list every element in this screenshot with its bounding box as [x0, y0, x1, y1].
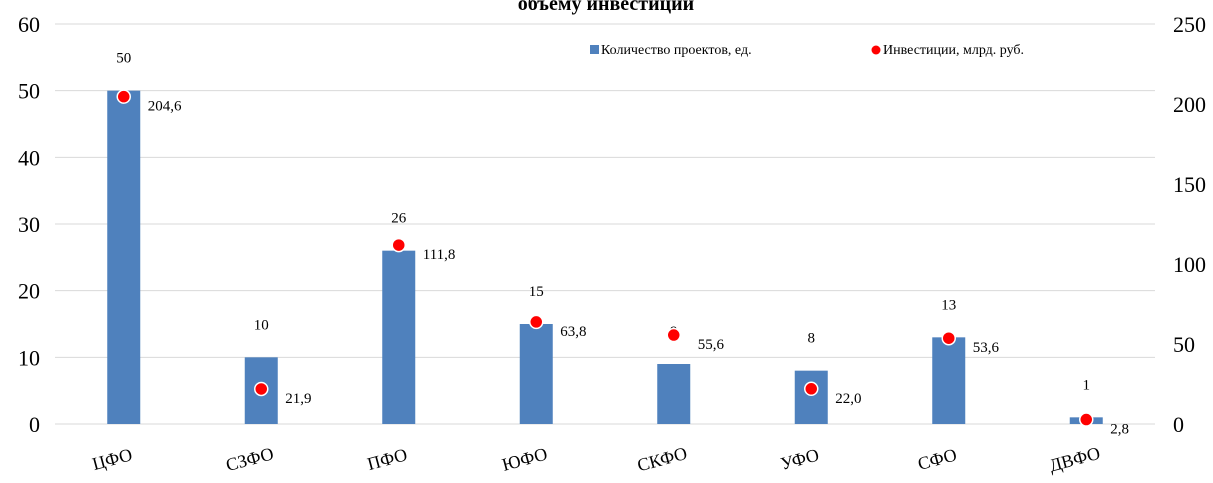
legend: Количество проектов, ед. Инвестиции, млр…	[590, 43, 1024, 58]
bar-value-label: 1	[1083, 377, 1091, 393]
category-label: СФО	[916, 444, 959, 474]
point	[1079, 412, 1094, 427]
left-tick-label: 30	[18, 212, 40, 237]
right-tick-label: 150	[1173, 172, 1206, 197]
left-tick-label: 60	[18, 12, 40, 37]
point	[666, 327, 681, 343]
bar-value-label: 8	[808, 331, 816, 347]
bars: 5010261598131	[107, 51, 1103, 425]
point	[391, 237, 406, 253]
category-label: УФО	[778, 445, 821, 474]
category-labels: ЦФО СЗФО ПФО ЮФО СКФО УФО СФО ДВФО	[90, 443, 1102, 476]
bar-value-label: 15	[529, 284, 544, 300]
point	[804, 381, 819, 397]
left-tick-label: 10	[18, 345, 40, 370]
category-label: ПФО	[365, 444, 409, 474]
category-label: ЦФО	[90, 444, 134, 474]
legend-bar-label: Количество проектов, ед.	[601, 43, 752, 58]
right-tick-label: 0	[1173, 412, 1184, 437]
bar-value-label: 13	[941, 297, 956, 313]
point-value-label: 22,0	[835, 391, 861, 407]
point-value-label: 111,8	[423, 247, 456, 263]
left-axis: 0 10 20 30 40 50 60	[18, 12, 40, 437]
bar	[382, 250, 416, 424]
bar	[107, 90, 141, 425]
right-tick-label: 100	[1173, 252, 1206, 277]
point	[529, 314, 544, 330]
left-tick-label: 20	[18, 279, 40, 304]
bar	[932, 337, 966, 424]
legend-bar-swatch	[590, 45, 599, 54]
point-value-label: 53,6	[973, 340, 1000, 356]
left-tick-label: 0	[29, 412, 40, 437]
category-label: ЮФО	[500, 444, 550, 475]
legend-dot-swatch	[871, 45, 881, 55]
bar-value-label: 50	[116, 51, 131, 67]
bar	[657, 364, 691, 424]
right-tick-label: 250	[1173, 12, 1206, 37]
category-label: СЗФО	[224, 443, 276, 475]
point-value-label: 21,9	[285, 391, 311, 407]
gridlines	[55, 23, 1155, 425]
point-value-label: 55,6	[698, 337, 725, 353]
point	[254, 381, 269, 397]
legend-dot-label: Инвестиции, млрд. руб.	[883, 43, 1024, 58]
point-value-label: 204,6	[148, 99, 182, 115]
point-value-label: 2,8	[1110, 422, 1129, 438]
point-value-label: 63,8	[560, 324, 586, 340]
right-tick-label: 50	[1173, 332, 1195, 357]
right-axis: 0 50 100 150 200 250	[1173, 12, 1206, 437]
point	[116, 89, 131, 104]
chart-title: объему инвестиций	[518, 0, 694, 15]
points: 204,6 21,9 111,8 63,8 55,6 22,0 53,6 2,8	[116, 89, 1129, 438]
left-tick-label: 50	[18, 79, 40, 104]
bar-value-label: 10	[254, 317, 269, 333]
left-tick-label: 40	[18, 145, 40, 170]
right-tick-label: 200	[1173, 92, 1206, 117]
category-label: СКФО	[635, 443, 689, 475]
category-label: ДВФО	[1047, 443, 1102, 476]
bar-value-label: 26	[391, 211, 407, 227]
point	[941, 330, 956, 346]
bar	[519, 324, 553, 424]
bar	[794, 370, 828, 424]
